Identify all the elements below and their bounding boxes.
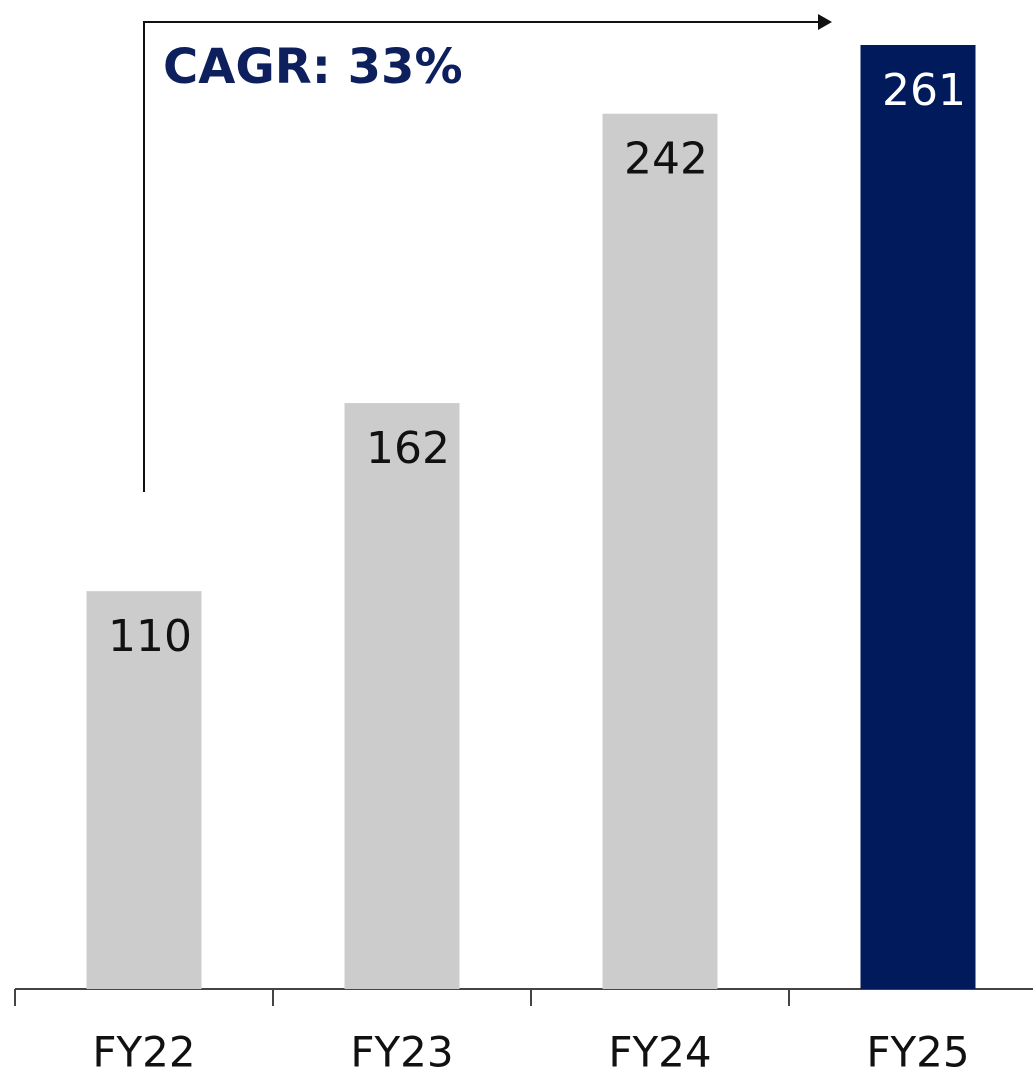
value-label: 162	[366, 423, 450, 474]
value-label: 110	[108, 611, 192, 662]
bar	[86, 591, 202, 989]
bar	[860, 45, 976, 989]
x-tick-label: FY25	[866, 1028, 969, 1077]
cagr-annotation: CAGR: 33%	[163, 39, 463, 95]
x-tick-label: FY24	[608, 1028, 711, 1077]
bar	[602, 113, 718, 989]
value-label: 242	[624, 134, 708, 185]
arrow-head	[818, 14, 832, 30]
x-tick-label: FY23	[350, 1028, 453, 1077]
value-label: 261	[882, 65, 966, 116]
cagr-arrow	[143, 21, 818, 492]
x-tick-label: FY22	[92, 1028, 195, 1077]
bar	[344, 403, 460, 989]
